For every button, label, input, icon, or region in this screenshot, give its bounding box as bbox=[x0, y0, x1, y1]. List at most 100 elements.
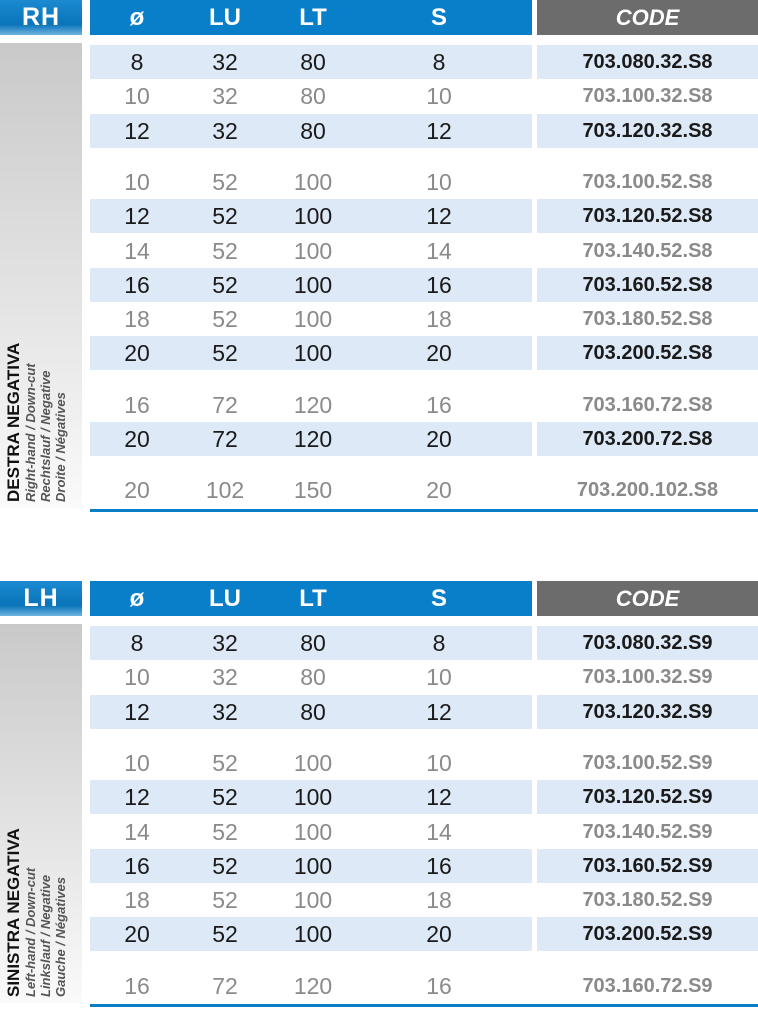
cell-lu: 52 bbox=[212, 749, 238, 776]
cell-diameter: 12 bbox=[124, 784, 150, 811]
cell-diameter: 10 bbox=[124, 83, 150, 110]
code-cell: 703.200.102.S8 bbox=[537, 473, 758, 507]
cell-diameter: 10 bbox=[124, 749, 150, 776]
cell-lt: 80 bbox=[300, 49, 326, 75]
cell-lt: 100 bbox=[293, 818, 333, 845]
code-column-header: CODE bbox=[537, 581, 758, 616]
table-row: 20 72 120 20 bbox=[90, 422, 532, 456]
code-cell: 703.120.52.S8 bbox=[537, 199, 758, 234]
product-code: 703.180.52.S8 bbox=[582, 308, 713, 331]
product-code: 703.180.52.S9 bbox=[582, 889, 713, 912]
cell-lu: 52 bbox=[212, 887, 238, 914]
code-cell: 703.160.72.S8 bbox=[537, 388, 758, 422]
cell-lt: 120 bbox=[293, 426, 333, 452]
code-cell: 703.140.52.S8 bbox=[537, 234, 758, 268]
table-row: 10 32 80 10 bbox=[90, 79, 532, 113]
product-code: 703.160.72.S8 bbox=[582, 393, 713, 416]
product-code: 703.140.52.S8 bbox=[582, 239, 713, 262]
cell-lt: 100 bbox=[293, 237, 333, 264]
cell-diameter: 10 bbox=[124, 664, 150, 691]
table-row: 16 72 120 16 bbox=[90, 969, 532, 1003]
cell-lt: 100 bbox=[293, 852, 333, 879]
left-hand-table: LH ø LU LT S CODE 8 32 80 8 703.080.32.S9 10 32 80 10 7… bbox=[0, 581, 758, 1010]
cell-lt: 120 bbox=[293, 972, 333, 999]
section-subtitle: Left-hand / Down-cut bbox=[23, 867, 38, 997]
cell-s: 10 bbox=[426, 83, 452, 110]
column-header-lu: LU bbox=[209, 585, 241, 612]
code-cell: 703.200.52.S9 bbox=[537, 917, 758, 952]
cell-s: 16 bbox=[426, 391, 452, 418]
table-row: 20 52 100 20 bbox=[90, 917, 532, 952]
table-row: 18 52 100 18 bbox=[90, 883, 532, 917]
bottom-rule bbox=[90, 508, 758, 512]
cell-diameter: 14 bbox=[124, 818, 150, 845]
cell-lu: 52 bbox=[212, 306, 238, 333]
cell-s: 12 bbox=[426, 117, 452, 144]
cell-diameter: 10 bbox=[124, 168, 150, 195]
cell-lt: 80 bbox=[300, 83, 326, 110]
cell-diameter: 12 bbox=[124, 117, 150, 144]
section-subtitle: Droite / Négatives bbox=[53, 391, 68, 502]
code-cell: 703.100.32.S8 bbox=[537, 79, 758, 113]
cell-lu: 52 bbox=[212, 340, 238, 367]
cell-s: 20 bbox=[426, 340, 452, 367]
code-cell: 703.140.52.S9 bbox=[537, 815, 758, 849]
cell-s: 18 bbox=[426, 887, 452, 914]
cell-lu: 52 bbox=[212, 818, 238, 845]
cell-lu: 72 bbox=[212, 426, 238, 452]
table-row: 16 72 120 16 bbox=[90, 388, 532, 422]
cell-lu: 52 bbox=[212, 784, 238, 811]
cell-diameter: 16 bbox=[124, 852, 150, 879]
column-header-lt: LT bbox=[299, 4, 327, 31]
code-cell: 703.160.72.S9 bbox=[537, 969, 758, 1003]
product-code: 703.200.52.S8 bbox=[582, 342, 713, 365]
cell-lu: 52 bbox=[212, 271, 238, 298]
cell-lt: 150 bbox=[293, 477, 333, 504]
cell-s: 10 bbox=[426, 749, 452, 776]
cell-s: 8 bbox=[432, 49, 446, 75]
cell-lu: 52 bbox=[212, 203, 238, 230]
product-code: 703.160.52.S9 bbox=[582, 854, 713, 877]
product-code: 703.120.52.S9 bbox=[582, 786, 713, 809]
product-code: 703.100.32.S9 bbox=[582, 666, 713, 689]
cell-lt: 100 bbox=[293, 784, 333, 811]
cell-lt: 100 bbox=[293, 203, 333, 230]
cell-lu: 32 bbox=[212, 664, 238, 691]
cell-lu: 102 bbox=[205, 477, 245, 504]
table-row: 18 52 100 18 bbox=[90, 302, 532, 336]
cell-lt: 120 bbox=[293, 391, 333, 418]
code-cell: 703.180.52.S9 bbox=[537, 883, 758, 917]
section-subtitle: Gauche / Négatives bbox=[53, 877, 68, 997]
cell-s: 16 bbox=[426, 972, 452, 999]
cell-diameter: 8 bbox=[130, 49, 144, 75]
column-header-s: S bbox=[430, 585, 448, 612]
table-row: 20 102 150 20 bbox=[90, 473, 532, 507]
cell-lt: 100 bbox=[293, 306, 333, 333]
product-code: 703.120.52.S8 bbox=[582, 205, 713, 228]
cell-diameter: 20 bbox=[124, 921, 150, 948]
section-badge: RH bbox=[0, 0, 82, 35]
code-cell: 703.160.52.S9 bbox=[537, 848, 758, 883]
product-code: 703.100.52.S9 bbox=[582, 751, 713, 774]
section-side-label: DESTRA NEGATIVA Right-hand / Down-cut Rech… bbox=[0, 43, 82, 508]
cell-diameter: 12 bbox=[124, 698, 150, 725]
code-column-header: CODE bbox=[537, 0, 758, 35]
code-cell: 703.080.32.S9 bbox=[537, 626, 758, 660]
cell-lu: 52 bbox=[212, 921, 238, 948]
cell-lt: 80 bbox=[300, 630, 326, 656]
code-cell: 703.100.52.S8 bbox=[537, 165, 758, 199]
table-row: 12 32 80 12 bbox=[90, 113, 532, 148]
column-header-diameter: ø bbox=[129, 4, 145, 31]
section-title: DESTRA NEGATIVA bbox=[4, 342, 23, 502]
column-header-lt: LT bbox=[299, 585, 327, 612]
column-header-diameter: ø bbox=[129, 585, 145, 612]
table-row: 8 32 80 8 bbox=[90, 626, 532, 660]
column-header-lu: LU bbox=[209, 4, 241, 31]
table-row: 20 52 100 20 bbox=[90, 336, 532, 371]
cell-lt: 100 bbox=[293, 271, 333, 298]
table-row: 16 52 100 16 bbox=[90, 848, 532, 883]
cell-s: 10 bbox=[426, 168, 452, 195]
code-cell: 703.180.52.S8 bbox=[537, 302, 758, 336]
code-cell: 703.100.52.S9 bbox=[537, 746, 758, 780]
cell-diameter: 14 bbox=[124, 237, 150, 264]
